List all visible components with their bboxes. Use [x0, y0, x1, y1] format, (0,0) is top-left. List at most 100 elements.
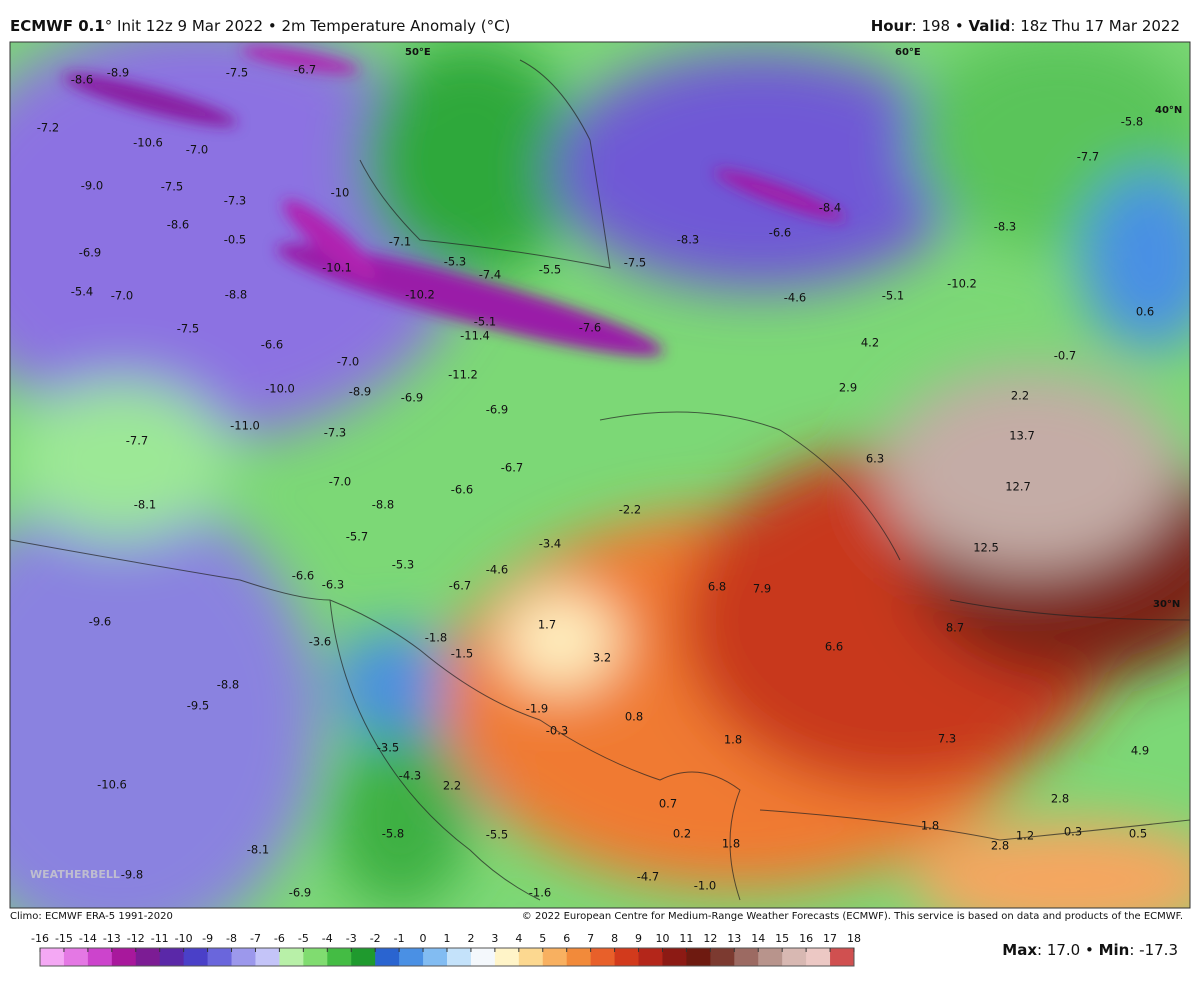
- header-right: Hour: 198 • Valid: 18z Thu 17 Mar 2022: [871, 17, 1180, 35]
- value-label: 2.2: [1011, 389, 1029, 403]
- colorbar-swatch: [327, 948, 352, 966]
- value-label: -10.1: [322, 261, 352, 275]
- colorbar-swatch: [542, 948, 568, 966]
- value-label: 6.8: [708, 580, 726, 594]
- value-label: -5.1: [474, 315, 496, 329]
- colorbar-swatch: [758, 948, 783, 966]
- value-label: 2.8: [1051, 792, 1069, 806]
- value-label: 12.5: [973, 541, 999, 555]
- value-label: -7.5: [177, 322, 199, 336]
- value-label: -4.6: [784, 291, 806, 305]
- colorbar-tick-label: 4: [515, 932, 522, 945]
- value-label: -5.8: [382, 827, 404, 841]
- value-label: -8.6: [167, 218, 189, 232]
- value-label: 0.6: [1136, 305, 1154, 319]
- colorbar-tick-label: 9: [635, 932, 642, 945]
- footer-left: Climo: ECMWF ERA-5 1991-2020: [10, 911, 173, 922]
- colorbar-swatch: [494, 948, 520, 966]
- value-label: -6.3: [322, 578, 344, 592]
- value-label: 2.9: [839, 381, 857, 395]
- value-label: -7.7: [126, 434, 148, 448]
- colorbar-swatch: [782, 948, 807, 966]
- value-label: -7.4: [479, 268, 501, 282]
- value-label: 0.7: [659, 797, 677, 811]
- colorbar-tick-label: -2: [370, 932, 381, 945]
- colorbar-tick-label: -16: [31, 932, 49, 945]
- text-segment: : 198 •: [912, 17, 969, 35]
- value-label: -6.6: [292, 569, 314, 583]
- value-label: 2.8: [991, 839, 1009, 853]
- value-label: -1.6: [529, 886, 551, 900]
- graticule-label: 30°N: [1153, 599, 1180, 610]
- colorbar-swatch: [207, 948, 233, 966]
- colorbar-swatch: [734, 948, 759, 966]
- stats: Max: 17.0 • Min: -17.3: [1002, 941, 1178, 959]
- value-label: -6.9: [486, 403, 508, 417]
- value-label: -7.3: [224, 194, 246, 208]
- colorbar-swatch: [351, 948, 376, 966]
- value-label: -7.2: [37, 121, 59, 135]
- value-label: -6.6: [451, 483, 473, 497]
- value-label: -4.3: [399, 769, 421, 783]
- value-label: 6.6: [825, 640, 843, 654]
- colorbar-tick-label: 3: [491, 932, 498, 945]
- value-label: 1.8: [724, 733, 742, 747]
- value-label: -11.2: [448, 368, 478, 382]
- value-label: -8.3: [994, 220, 1016, 234]
- value-label: -7.0: [337, 355, 359, 369]
- value-label: -7.7: [1077, 150, 1099, 164]
- colorbar-swatch: [231, 948, 256, 966]
- colorbar-swatch: [470, 948, 496, 966]
- colorbar-tick-label: -7: [250, 932, 261, 945]
- value-label: -0.7: [1054, 349, 1076, 363]
- value-label: -8.1: [134, 498, 156, 512]
- colorbar-tick-label: -12: [127, 932, 145, 945]
- colorbar-swatch: [159, 948, 185, 966]
- value-label: 8.7: [946, 621, 964, 635]
- value-label: -7.0: [111, 289, 133, 303]
- colorbar-tick-label: -11: [151, 932, 169, 945]
- colorbar-tick-label: 8: [611, 932, 618, 945]
- colorbar: -16 -15 -14 -13 -12 -11 -10 -9 -8 -7 -6 -5 -4 -3 -2 -1 0…: [31, 932, 861, 967]
- value-label: -10.6: [97, 778, 127, 792]
- colorbar-swatch: [566, 948, 592, 966]
- value-label: -5.1: [882, 289, 904, 303]
- value-label: -8.1: [247, 843, 269, 857]
- footer-right: © 2022 European Centre for Medium-Range …: [522, 911, 1183, 922]
- value-label: -6.7: [501, 461, 523, 475]
- value-label: -5.5: [486, 828, 508, 842]
- value-label: -6.6: [261, 338, 283, 352]
- colorbar-tick-label: 2: [467, 932, 474, 945]
- colorbar-swatch: [806, 948, 831, 966]
- colorbar-tick-label: 14: [751, 932, 765, 945]
- value-label: -1.9: [526, 702, 548, 716]
- text-segment: Min: [1099, 941, 1130, 959]
- colorbar-tick-label: 7: [587, 932, 594, 945]
- value-label: -9.8: [121, 868, 143, 882]
- value-label: -9.6: [89, 615, 111, 629]
- colorbar-tick-label: 17: [823, 932, 837, 945]
- value-label: -4.6: [486, 563, 508, 577]
- value-label: 1.2: [1016, 829, 1034, 843]
- value-label: 1.7: [538, 618, 556, 632]
- value-label: -8.8: [217, 678, 239, 692]
- colorbar-swatch: [590, 948, 616, 966]
- value-label: -10.2: [405, 288, 435, 302]
- value-label: -6.6: [769, 226, 791, 240]
- value-label: -10: [331, 186, 350, 200]
- value-label: -6.7: [449, 579, 471, 593]
- colorbar-tick-label: 10: [655, 932, 669, 945]
- value-label: 6.3: [866, 452, 884, 466]
- value-label: -3.4: [539, 537, 561, 551]
- value-label: -11.0: [230, 419, 260, 433]
- value-label: -6.9: [79, 246, 101, 260]
- value-label: -7.5: [161, 180, 183, 194]
- header-left: ECMWF 0.1° Init 12z 9 Mar 2022 • 2m Temp…: [10, 17, 510, 35]
- colorbar-tick-label: -4: [322, 932, 333, 945]
- text-segment: : -17.3: [1129, 941, 1178, 959]
- value-label: -6.9: [289, 886, 311, 900]
- colorbar-tick-label: 15: [775, 932, 789, 945]
- colorbar-swatch: [399, 948, 424, 966]
